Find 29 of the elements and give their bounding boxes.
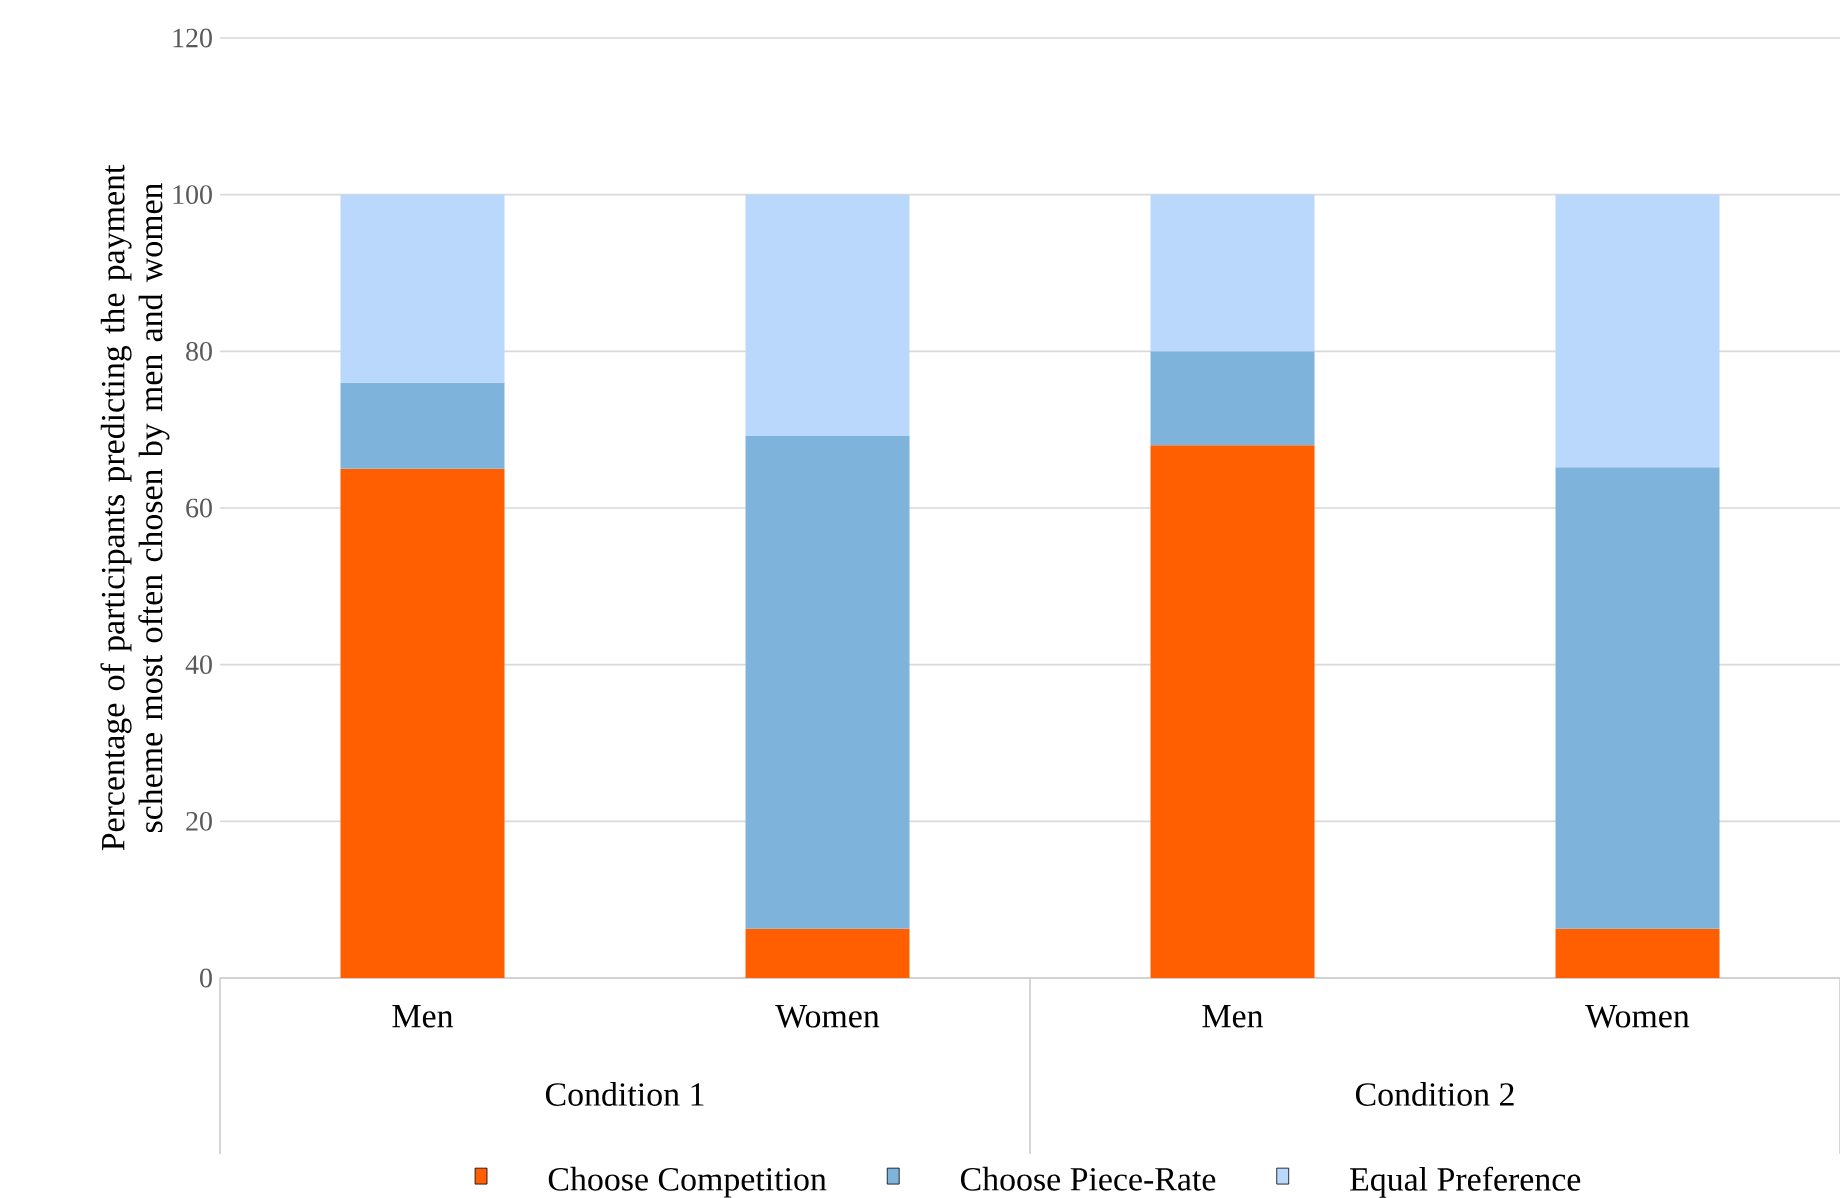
legend-label: Choose Competition (548, 1166, 827, 1198)
y-tick-label: 20 (186, 811, 212, 831)
y-tick-label: 120 (173, 28, 212, 48)
bar (1150, 445, 1315, 978)
legend-label: Choose Piece-Rate (960, 1166, 1216, 1191)
y-tick-label: 80 (186, 341, 212, 361)
x-tick-label: Women (775, 1005, 880, 1028)
y-tick-label: 40 (185, 655, 212, 675)
x-tick-label: Men (392, 1005, 454, 1028)
bar (1150, 194, 1315, 352)
legend-label: Equal Preference (1350, 1166, 1581, 1198)
bar (1150, 351, 1315, 446)
y-axis-title: Percentage of participants predicting the payment scheme most often chosen by men and women (100, 164, 170, 851)
bar (745, 435, 910, 929)
bar (1555, 467, 1720, 929)
bar (745, 194, 910, 436)
y-tick-label: 60 (186, 498, 212, 518)
x-tick-label: Women (1585, 1005, 1690, 1028)
text: Condition 2 (1355, 1082, 1514, 1106)
bar (1555, 194, 1720, 468)
bar (340, 468, 505, 978)
x-tick-label: Men (1202, 1005, 1264, 1028)
bar (340, 194, 505, 383)
text: Condition 1 (545, 1082, 704, 1106)
bar (745, 928, 910, 978)
y-tick-label: 100 (173, 185, 212, 205)
bar (340, 382, 505, 469)
bar (1555, 928, 1720, 978)
y-tick-label: 0 (200, 968, 212, 988)
